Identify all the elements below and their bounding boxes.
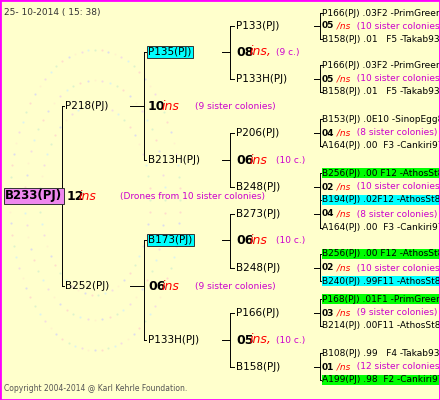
Text: P218(PJ): P218(PJ) bbox=[65, 101, 108, 111]
Text: /ns: /ns bbox=[334, 182, 351, 192]
Text: B233(PJ): B233(PJ) bbox=[5, 190, 62, 202]
Text: B158(PJ) .01   F5 -Takab93R: B158(PJ) .01 F5 -Takab93R bbox=[322, 34, 440, 44]
Text: (8 sister colonies): (8 sister colonies) bbox=[351, 210, 437, 218]
Text: (10 c.): (10 c.) bbox=[276, 236, 305, 244]
Text: 10: 10 bbox=[148, 100, 165, 112]
Text: (10 sister colonies): (10 sister colonies) bbox=[351, 74, 440, 84]
Text: P166(PJ): P166(PJ) bbox=[236, 308, 279, 318]
Text: (10 c.): (10 c.) bbox=[276, 156, 305, 164]
Text: 06: 06 bbox=[236, 234, 253, 246]
Text: /ns: /ns bbox=[334, 74, 351, 84]
Text: 05: 05 bbox=[236, 334, 253, 346]
Text: (10 sister colonies): (10 sister colonies) bbox=[351, 264, 440, 272]
Text: 04: 04 bbox=[322, 210, 334, 218]
Text: /ns: /ns bbox=[334, 22, 351, 30]
Text: /ns: /ns bbox=[334, 210, 351, 218]
Text: B213H(PJ): B213H(PJ) bbox=[148, 155, 200, 165]
Text: P206(PJ): P206(PJ) bbox=[236, 128, 279, 138]
Text: /ns: /ns bbox=[334, 308, 351, 318]
Text: B108(PJ) .99   F4 -Takab93R: B108(PJ) .99 F4 -Takab93R bbox=[322, 348, 440, 358]
Text: A164(PJ) .00  F3 -Cankiri97Q: A164(PJ) .00 F3 -Cankiri97Q bbox=[322, 224, 440, 232]
Text: ins,: ins, bbox=[250, 46, 272, 58]
Text: P166(PJ) .03F2 -PrimGreen00: P166(PJ) .03F2 -PrimGreen00 bbox=[322, 8, 440, 18]
Text: /ns: /ns bbox=[334, 362, 351, 372]
Text: A199(PJ) .98  F2 -Cankiri97Q: A199(PJ) .98 F2 -Cankiri97Q bbox=[322, 376, 440, 384]
Text: 03: 03 bbox=[322, 308, 334, 318]
Text: /ns: /ns bbox=[334, 128, 351, 138]
Text: 06: 06 bbox=[148, 280, 165, 292]
Text: B194(PJ) .02F12 -AthosSt80R: B194(PJ) .02F12 -AthosSt80R bbox=[322, 196, 440, 204]
Text: B240(PJ) .99F11 -AthosSt80R: B240(PJ) .99F11 -AthosSt80R bbox=[322, 196, 440, 204]
Text: 05: 05 bbox=[322, 22, 334, 30]
Text: P133(PJ): P133(PJ) bbox=[236, 21, 279, 31]
Text: Copyright 2004-2014 @ Karl Kehrle Foundation.: Copyright 2004-2014 @ Karl Kehrle Founda… bbox=[4, 384, 187, 393]
Text: P135(PJ): P135(PJ) bbox=[148, 47, 191, 57]
Text: ins: ins bbox=[162, 100, 180, 112]
Text: (9 sister colonies): (9 sister colonies) bbox=[351, 308, 437, 318]
Text: ins: ins bbox=[162, 280, 180, 292]
Text: /ns: /ns bbox=[334, 264, 351, 272]
Text: A164(PJ) .00  F3 -Cankiri97Q: A164(PJ) .00 F3 -Cankiri97Q bbox=[322, 142, 440, 150]
Text: P133H(PJ): P133H(PJ) bbox=[148, 335, 199, 345]
Text: ins,: ins, bbox=[250, 334, 272, 346]
Text: 04: 04 bbox=[322, 128, 334, 138]
Text: B173(PJ): B173(PJ) bbox=[148, 235, 192, 245]
Text: (10 c.): (10 c.) bbox=[276, 336, 305, 344]
Text: B214(PJ) .00F11 -AthosSt80R: B214(PJ) .00F11 -AthosSt80R bbox=[322, 322, 440, 330]
Text: (9 c.): (9 c.) bbox=[276, 48, 300, 56]
Text: (9 sister colonies): (9 sister colonies) bbox=[195, 102, 275, 110]
Text: P168(PJ) .01F1 -PrimGreen00: P168(PJ) .01F1 -PrimGreen00 bbox=[322, 294, 440, 304]
Text: B153(PJ) .0E10 -SinopEgg86R: B153(PJ) .0E10 -SinopEgg86R bbox=[322, 114, 440, 124]
Text: 05: 05 bbox=[322, 74, 334, 84]
Text: B158(PJ) .01   F5 -Takab93R: B158(PJ) .01 F5 -Takab93R bbox=[322, 88, 440, 96]
Text: B252(PJ): B252(PJ) bbox=[65, 281, 109, 291]
Text: (10 sister colonies): (10 sister colonies) bbox=[351, 22, 440, 30]
Text: ins: ins bbox=[250, 154, 268, 166]
Text: (9 sister colonies): (9 sister colonies) bbox=[195, 282, 275, 290]
Text: B240(PJ) .99F11 -AthosSt80R: B240(PJ) .99F11 -AthosSt80R bbox=[322, 276, 440, 286]
Text: P133H(PJ): P133H(PJ) bbox=[236, 74, 287, 84]
Text: 02: 02 bbox=[322, 264, 334, 272]
Text: (Drones from 10 sister colonies): (Drones from 10 sister colonies) bbox=[120, 192, 265, 200]
Text: P166(PJ) .03F2 -PrimGreen00: P166(PJ) .03F2 -PrimGreen00 bbox=[322, 60, 440, 70]
Text: (8 sister colonies): (8 sister colonies) bbox=[351, 128, 437, 138]
Text: 25- 10-2014 ( 15: 38): 25- 10-2014 ( 15: 38) bbox=[4, 8, 100, 17]
Text: 06: 06 bbox=[236, 154, 253, 166]
Text: B248(PJ): B248(PJ) bbox=[236, 182, 280, 192]
Text: 01: 01 bbox=[322, 362, 334, 372]
Text: 02: 02 bbox=[322, 182, 334, 192]
Text: B273(PJ): B273(PJ) bbox=[236, 209, 280, 219]
Text: 08: 08 bbox=[236, 46, 253, 58]
Text: B256(PJ) .00 F12 -AthosSt80R: B256(PJ) .00 F12 -AthosSt80R bbox=[322, 250, 440, 258]
Text: (12 sister colonies): (12 sister colonies) bbox=[351, 362, 440, 372]
Text: B158(PJ): B158(PJ) bbox=[236, 362, 280, 372]
Text: B256(PJ) .00 F12 -AthosSt80R: B256(PJ) .00 F12 -AthosSt80R bbox=[322, 168, 440, 178]
Text: (10 sister colonies): (10 sister colonies) bbox=[351, 182, 440, 192]
Text: ins: ins bbox=[250, 234, 268, 246]
Text: 12: 12 bbox=[67, 190, 84, 202]
Text: ins: ins bbox=[79, 190, 97, 202]
Text: B248(PJ): B248(PJ) bbox=[236, 263, 280, 273]
